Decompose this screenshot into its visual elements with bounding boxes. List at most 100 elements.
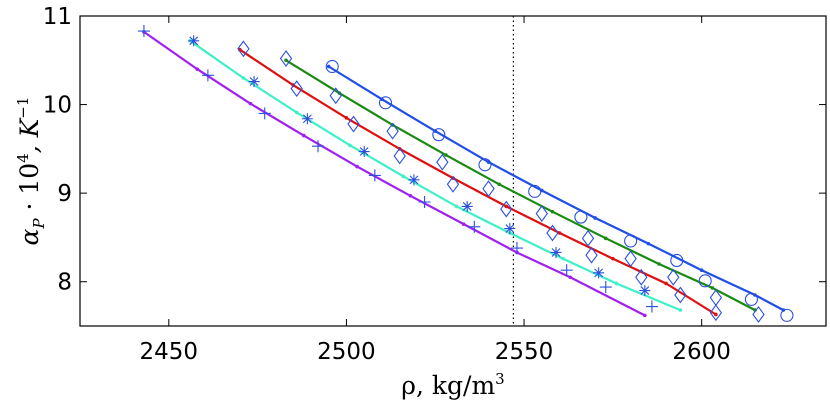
- series-point-red: [557, 231, 562, 235]
- series-point-green: [603, 236, 608, 241]
- marker-green: [329, 87, 342, 105]
- marker-blue: [478, 158, 492, 172]
- series-line-blue: [328, 65, 784, 312]
- series-line-red: [239, 48, 717, 316]
- series-point-cyan: [348, 143, 352, 148]
- series-point-red: [664, 281, 668, 286]
- y-axis-label: αP · 104, K−1: [14, 97, 48, 246]
- series-line-green: [285, 59, 756, 312]
- marker-purple: [201, 69, 214, 82]
- marker-blue: [698, 274, 712, 288]
- series-point-cyan: [454, 204, 459, 209]
- marker-cyan: [301, 113, 313, 125]
- axis-ticks: 2450 2500 2550 2600 8 9 10 11: [43, 4, 826, 365]
- series-point-cyan: [678, 308, 683, 312]
- series-point-blue: [593, 216, 597, 220]
- marker-red: [446, 175, 460, 193]
- marker-purple: [368, 169, 381, 182]
- marker-red: [585, 246, 598, 264]
- marker-green: [581, 229, 595, 247]
- marker-cyan: [593, 267, 605, 279]
- marker-purple: [510, 242, 523, 255]
- marker-green: [667, 268, 680, 286]
- marker-red: [709, 304, 723, 322]
- series-line-purple: [143, 30, 646, 317]
- marker-cyan: [550, 246, 562, 258]
- marker-red: [500, 200, 513, 218]
- series-point-purple: [461, 222, 466, 226]
- marker-red: [674, 286, 687, 304]
- marker-green: [386, 122, 399, 140]
- marker-red: [393, 147, 406, 165]
- marker-green: [752, 306, 765, 323]
- series-line-cyan: [189, 39, 681, 312]
- series-point-green: [497, 182, 501, 187]
- marker-green: [436, 153, 449, 171]
- series-point-blue: [326, 64, 331, 69]
- x-tick-label: 2450: [140, 339, 199, 365]
- series-point-green: [657, 262, 661, 266]
- marker-cyan: [461, 200, 473, 212]
- y-tick-label: 9: [57, 181, 72, 207]
- series-point-cyan: [561, 256, 565, 261]
- marker-blue: [378, 96, 393, 110]
- series-point-purple: [195, 67, 200, 71]
- marker-blue: [325, 59, 339, 74]
- marker-cyan: [408, 174, 420, 186]
- marker-purple: [560, 264, 573, 277]
- marker-cyan: [504, 223, 516, 235]
- series-point-green: [550, 209, 555, 214]
- series-point-green: [710, 286, 715, 290]
- marker-purple: [645, 300, 658, 313]
- marker-blue: [670, 253, 684, 268]
- marker-blue: [744, 292, 758, 306]
- marker-red: [546, 224, 559, 242]
- series-point-cyan: [294, 110, 299, 115]
- marker-cyan: [358, 146, 370, 158]
- series-point-cyan: [614, 281, 619, 286]
- y-tick-label: 8: [57, 270, 72, 296]
- series-point-blue: [646, 241, 651, 246]
- marker-purple: [468, 220, 481, 233]
- marker-red: [290, 80, 303, 98]
- marker-blue: [574, 210, 588, 224]
- y-tick-label: 10: [43, 93, 72, 119]
- marker-blue: [528, 184, 542, 198]
- series-point-purple: [408, 194, 413, 198]
- marker-green: [535, 205, 548, 222]
- series-point-red: [504, 204, 509, 209]
- series-point-purple: [302, 133, 306, 138]
- marker-purple: [599, 281, 612, 294]
- series-point-red: [344, 116, 349, 120]
- marker-purple: [137, 25, 150, 38]
- marker-red: [347, 115, 360, 133]
- marker-green: [482, 180, 495, 198]
- marker-green: [624, 250, 637, 268]
- plot-frame: [79, 15, 827, 327]
- series-point-cyan: [401, 174, 406, 179]
- x-tick-label: 2500: [317, 339, 376, 365]
- marker-purple: [258, 107, 271, 120]
- marker-purple: [418, 196, 431, 208]
- x-axis-label: ρ, kg/m3: [401, 370, 504, 400]
- marker-blue: [780, 308, 794, 322]
- marker-red: [635, 268, 648, 286]
- series-point-purple: [643, 313, 647, 318]
- series-point-green: [444, 153, 448, 157]
- series-point-purple: [355, 164, 359, 169]
- series-point-purple: [248, 101, 253, 106]
- x-tick-label: 2550: [495, 339, 554, 365]
- marker-cyan: [248, 76, 260, 88]
- series-point-red: [611, 256, 615, 261]
- series-point-cyan: [241, 76, 246, 80]
- marker-purple: [312, 140, 325, 153]
- marker-cyan: [188, 35, 200, 47]
- series-point-blue: [699, 268, 704, 273]
- marker-blue: [432, 128, 446, 142]
- y-tick-label: 11: [43, 4, 72, 30]
- series-point-purple: [568, 275, 573, 280]
- marker-green: [279, 50, 293, 67]
- marker-red: [237, 40, 250, 58]
- series-point-red: [714, 312, 718, 317]
